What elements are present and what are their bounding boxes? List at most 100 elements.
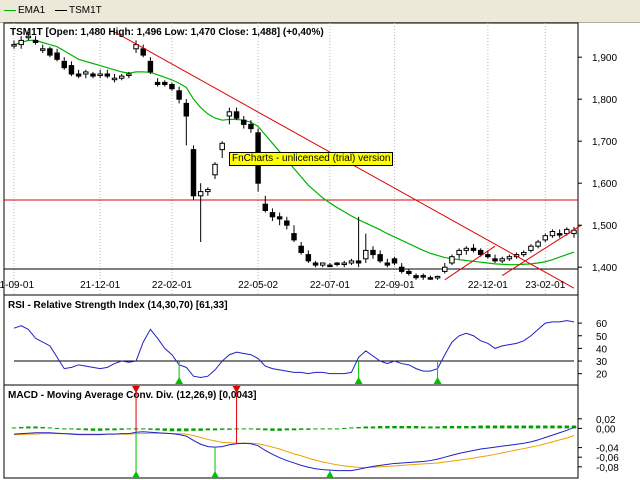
candle-body bbox=[463, 247, 470, 251]
candle-body bbox=[126, 73, 132, 76]
price-grid bbox=[4, 23, 578, 295]
candle-body bbox=[348, 260, 355, 264]
macd-histogram-bar bbox=[141, 428, 146, 430]
macd-histogram-bar bbox=[270, 428, 275, 431]
macd-histogram-bar bbox=[69, 428, 74, 430]
macd-histogram-bar bbox=[543, 425, 548, 429]
macd-histogram-bar bbox=[284, 428, 290, 431]
macd-histogram-bar bbox=[11, 427, 17, 429]
macd-histogram-bar bbox=[435, 426, 440, 429]
candle-body bbox=[169, 84, 175, 90]
macd-histogram-bar bbox=[342, 427, 347, 429]
candle-body bbox=[176, 90, 182, 100]
macd-sell-arrow bbox=[232, 386, 241, 393]
macd-histogram-bar bbox=[564, 425, 570, 429]
macd-buy-arrow bbox=[325, 471, 334, 478]
legend-tsm1t-swatch bbox=[55, 9, 67, 11]
macd-series bbox=[13, 426, 575, 472]
macd-histogram-bar bbox=[499, 425, 505, 429]
candle-body bbox=[442, 266, 448, 272]
rsi-y-tick-label: 40 bbox=[596, 344, 608, 355]
macd-y-tick-label: -0,06 bbox=[596, 453, 619, 464]
macd-histogram-bar bbox=[47, 427, 53, 429]
ohlc-readout: TSM1T [Open: 1,480 High: 1,496 Low: 1,47… bbox=[10, 27, 324, 38]
chart-canvas[interactable]: TSM1T [Open: 1,480 High: 1,496 Low: 1,47… bbox=[0, 22, 640, 480]
candle-body bbox=[355, 260, 362, 264]
candle-body bbox=[535, 241, 541, 247]
rsi-y-tick-label: 60 bbox=[596, 319, 608, 330]
rsi-signal-arrow bbox=[433, 377, 442, 384]
candle-body bbox=[97, 73, 103, 76]
macd-histogram-bar bbox=[298, 428, 304, 430]
candle-body bbox=[449, 256, 455, 264]
macd-histogram-bar bbox=[421, 426, 426, 429]
candle-body bbox=[456, 249, 462, 256]
ema-series bbox=[13, 39, 575, 266]
macd-buy-arrow bbox=[211, 471, 220, 478]
candle-body bbox=[420, 275, 426, 278]
price-x-tick-label: 22-09-01 bbox=[374, 280, 414, 291]
candle-body bbox=[226, 111, 233, 117]
candle-body bbox=[305, 254, 312, 262]
macd-histogram-bar bbox=[370, 426, 376, 429]
candle-body bbox=[506, 256, 513, 260]
candle-body bbox=[291, 233, 297, 241]
candle-body bbox=[190, 149, 197, 197]
candle-body bbox=[183, 102, 190, 117]
candle-body bbox=[284, 220, 290, 226]
candle-body bbox=[470, 247, 477, 251]
macd-histogram-bar bbox=[471, 426, 476, 429]
macd-panel: MACD - Moving Average Conv. Div. (12,26,… bbox=[3, 384, 619, 479]
macd-histogram-bar bbox=[528, 425, 534, 429]
legend-ema1: EMA1 bbox=[4, 5, 45, 17]
macd-histogram-bar bbox=[155, 428, 160, 431]
macd-title: MACD - Moving Average Conv. Div. (12,26,… bbox=[8, 390, 256, 401]
macd-histogram-bar bbox=[456, 426, 462, 429]
candle-body bbox=[54, 52, 60, 60]
macd-histogram-bar bbox=[97, 428, 103, 431]
macd-histogram-bar bbox=[320, 428, 325, 430]
macd-histogram-bar bbox=[428, 426, 433, 429]
candle-body bbox=[363, 249, 369, 260]
macd-histogram-bar bbox=[83, 428, 89, 431]
macd-histogram-bar bbox=[514, 425, 519, 429]
price-y-tick-label: 1,500 bbox=[592, 221, 617, 232]
ema-line bbox=[13, 39, 575, 266]
candle-body bbox=[147, 60, 154, 73]
candle-body bbox=[140, 48, 146, 56]
macd-histogram-bar bbox=[162, 428, 167, 431]
macd-histogram-bar bbox=[485, 425, 491, 429]
macd-histogram-bar bbox=[313, 428, 318, 430]
candle-body bbox=[133, 44, 139, 50]
price-y-tick-label: 1,700 bbox=[592, 137, 617, 148]
macd-histogram-bar bbox=[349, 427, 354, 429]
macd-histogram-bar bbox=[105, 428, 110, 431]
price-x-tick-label: 21-12-01 bbox=[80, 280, 120, 291]
rsi-title: RSI - Relative Strength Index (14,30,70)… bbox=[8, 300, 228, 311]
macd-histogram-bar bbox=[76, 428, 81, 430]
price-x-axis: 21-09-01 21-12-01 22-02-01 22-05-02 22-07-01… bbox=[0, 280, 566, 291]
rsi-y-tick-label: 50 bbox=[596, 332, 608, 343]
macd-histogram-bar bbox=[227, 428, 232, 430]
candle-body bbox=[104, 73, 111, 77]
candle-body bbox=[32, 39, 39, 43]
price-x-tick-label: 22-05-02 bbox=[238, 280, 278, 291]
candle-body bbox=[47, 48, 53, 56]
macd-histogram-bar bbox=[406, 426, 412, 429]
candle-body bbox=[233, 111, 240, 119]
trendline bbox=[501, 224, 582, 277]
candle-body bbox=[276, 216, 283, 220]
macd-histogram-bar bbox=[413, 426, 419, 429]
candle-body bbox=[219, 142, 225, 151]
legend-bar: EMA1 TSM1T bbox=[0, 0, 640, 23]
rsi-y-tick-label: 30 bbox=[596, 357, 608, 368]
rsi-signal-arrow bbox=[354, 377, 363, 384]
candle-body bbox=[111, 77, 118, 81]
macd-histogram-bar bbox=[112, 428, 117, 431]
macd-histogram-bar bbox=[306, 428, 311, 430]
macd-histogram-bar bbox=[557, 425, 562, 429]
macd-histogram-bar bbox=[54, 427, 60, 429]
macd-histogram-bar bbox=[291, 428, 297, 431]
price-x-tick-label: 22-02-01 bbox=[152, 280, 192, 291]
